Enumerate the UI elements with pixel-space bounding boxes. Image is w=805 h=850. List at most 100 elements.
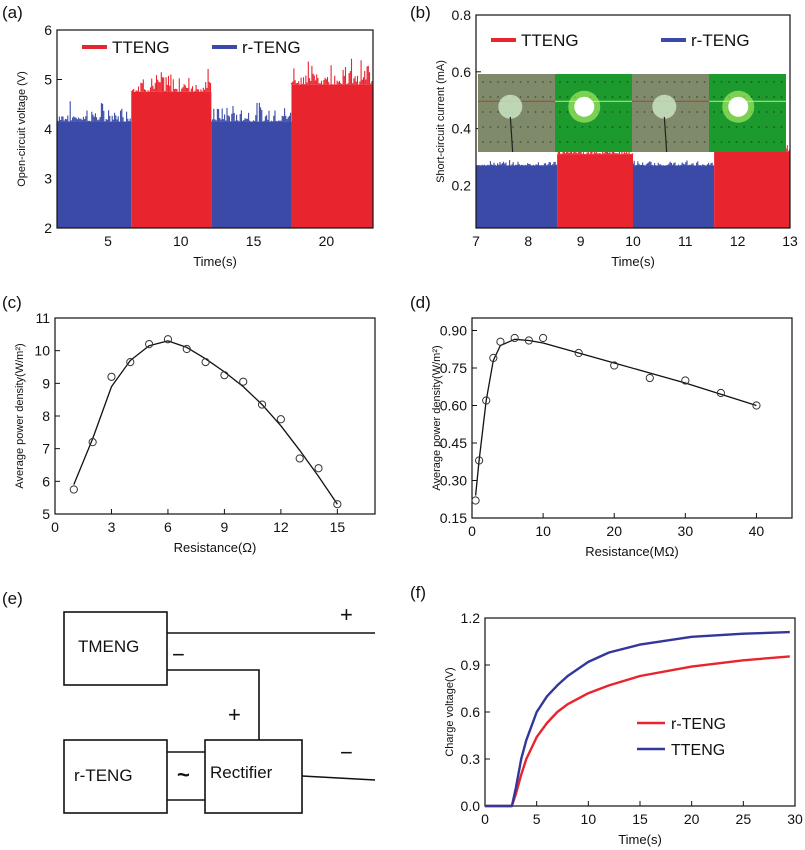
c-ytick-label-3: 8 bbox=[42, 408, 50, 424]
chart-b-short-circuit-current: 7 8 9 10 11 12 13 0.2 0.4 0.6 0.8 Time(s) Short-circ… bbox=[435, 7, 798, 269]
a-segment-2-body bbox=[211, 121, 292, 228]
b-inset-hole-0-4-1 bbox=[489, 141, 492, 143]
b-inset-hole-1-1-1 bbox=[566, 96, 569, 98]
b-inset-hole-2-1-7 bbox=[688, 96, 691, 98]
b-ytick-label-2: 0.6 bbox=[452, 64, 472, 80]
b-inset-hole-0-0-6 bbox=[527, 81, 529, 83]
b-inset-hole-3-4-2 bbox=[728, 141, 730, 143]
b-inset-hole-1-3-7 bbox=[611, 126, 614, 128]
a-segment-0-spikes bbox=[57, 101, 131, 122]
b-xtick-label-4: 11 bbox=[678, 233, 693, 249]
c-point-11 bbox=[276, 415, 285, 424]
b-inset-hole-1-3-4 bbox=[589, 126, 591, 128]
b-inset-hole-1-0-3 bbox=[581, 81, 584, 83]
b-inset-hole-1-0-0 bbox=[559, 81, 561, 83]
b-bars-group bbox=[476, 145, 790, 228]
a-ytick-label-2: 4 bbox=[44, 121, 52, 137]
b-inset-hole-2-0-2 bbox=[651, 81, 653, 83]
b-inset-hole-0-0-0 bbox=[482, 81, 484, 83]
b-inset-hole-0-2-2 bbox=[497, 111, 499, 113]
a-xtick-label-2: 15 bbox=[246, 233, 262, 249]
b-inset-hole-1-3-0 bbox=[559, 126, 561, 128]
a-segment-1-spikes bbox=[130, 69, 212, 92]
b-inset-hole-1-2-7 bbox=[611, 111, 614, 113]
b-xtick-label-0: 7 bbox=[472, 233, 480, 249]
d-ytick-label-4: 0.75 bbox=[440, 360, 467, 376]
b-inset-hole-1-4-8 bbox=[619, 141, 621, 143]
a-ytick-label-1: 3 bbox=[44, 171, 52, 187]
b-inset-hole-2-3-9 bbox=[703, 126, 706, 128]
b-inset-hole-0-0-3 bbox=[504, 81, 507, 83]
d-point-8 bbox=[574, 348, 583, 358]
circuit-labels: TMENG r-TENG Rectifier ~ + − + − bbox=[74, 602, 353, 787]
plus-sign-middle: + bbox=[228, 702, 241, 727]
circuit-diagram bbox=[63, 611, 376, 814]
f-legend-label-1: TTENG bbox=[671, 742, 725, 759]
b-inset-hole-1-4-3 bbox=[581, 141, 584, 143]
b-inset-hole-3-3-3 bbox=[735, 126, 738, 128]
b-inset-hole-3-0-3 bbox=[735, 81, 738, 83]
b-inset-hole-3-3-7 bbox=[765, 126, 768, 128]
b-inset-hole-0-3-1 bbox=[489, 126, 492, 128]
f-xtick-label-0: 0 bbox=[481, 811, 489, 827]
b-segment-0-spikes bbox=[476, 160, 557, 166]
c-plot-frame bbox=[54, 317, 376, 515]
b-inset-hole-2-3-1 bbox=[643, 126, 646, 128]
b-inset-hole-2-2-1 bbox=[643, 111, 646, 113]
b-inset-hole-3-3-2 bbox=[728, 126, 730, 128]
d-ylabel: Average power density(W/m²) bbox=[431, 345, 443, 490]
d-xlabel: Resistance(MΩ) bbox=[585, 544, 679, 559]
c-point-8 bbox=[220, 371, 229, 380]
b-inset-hole-1-0-9 bbox=[626, 81, 629, 83]
b-inset-hole-0-4-9 bbox=[549, 141, 552, 143]
b-inset-hole-3-4-9 bbox=[780, 141, 783, 143]
b-inset-hole-1-1-9 bbox=[626, 96, 629, 98]
b-inset-hole-3-2-8 bbox=[773, 111, 775, 113]
b-inset-hole-2-4-3 bbox=[658, 141, 661, 143]
b-inset-hole-2-3-5 bbox=[673, 126, 676, 128]
d-xtick-label-3: 30 bbox=[678, 523, 694, 539]
b-inset-hole-2-4-5 bbox=[673, 141, 676, 143]
b-segment-1-body bbox=[557, 154, 633, 228]
b-inset-hole-1-4-6 bbox=[604, 141, 606, 143]
rteng-box bbox=[63, 739, 168, 814]
b-inset-hole-3-3-9 bbox=[780, 126, 783, 128]
b-inset-hole-1-0-5 bbox=[596, 81, 599, 83]
a-bars-group bbox=[57, 58, 373, 228]
b-inset-hole-2-4-2 bbox=[651, 141, 653, 143]
d-xtick-label-0: 0 bbox=[468, 523, 476, 539]
b-inset-hole-1-2-6 bbox=[604, 111, 606, 113]
a-ylabel: Open-circuit voltage (V) bbox=[16, 71, 28, 187]
b-inset-hole-3-4-4 bbox=[743, 141, 745, 143]
b-legend-tteng-label: TTENG bbox=[521, 31, 579, 50]
f-legend-label-0: r-TENG bbox=[671, 716, 726, 733]
a-segment-0-body bbox=[57, 121, 132, 228]
b-inset-hole-0-4-3 bbox=[504, 141, 507, 143]
d-plot-frame bbox=[471, 317, 793, 519]
f-ytick-label-1: 0.3 bbox=[461, 751, 481, 767]
b-inset-hole-1-4-2 bbox=[574, 141, 576, 143]
d-point-4 bbox=[496, 337, 505, 346]
c-ytick-label-2: 7 bbox=[42, 441, 50, 457]
d-ytick-label-5: 0.90 bbox=[440, 323, 467, 339]
b-inset-hole-0-1-2 bbox=[497, 96, 499, 98]
c-point-5 bbox=[163, 335, 173, 344]
b-inset-hole-2-1-0 bbox=[636, 96, 638, 98]
b-inset-hole-1-4-4 bbox=[589, 141, 591, 143]
d-ytick-label-2: 0.45 bbox=[440, 435, 467, 451]
d-point-2 bbox=[482, 396, 491, 405]
b-inset-hole-2-4-6 bbox=[681, 141, 683, 143]
c-point-0 bbox=[69, 485, 78, 494]
a-xtick-label-0: 5 bbox=[104, 233, 112, 249]
b-inset-hole-0-1-0 bbox=[482, 96, 484, 98]
b-legend-rteng-label: r-TENG bbox=[691, 31, 750, 50]
panel-b-letter: (b) bbox=[410, 3, 431, 22]
b-inset-hole-3-1-9 bbox=[780, 96, 783, 98]
c-point-4 bbox=[145, 340, 154, 349]
b-inset-hole-0-0-2 bbox=[497, 81, 499, 83]
ac-symbol: ~ bbox=[177, 762, 190, 787]
b-inset-hole-1-0-8 bbox=[619, 81, 621, 83]
c-point-12 bbox=[295, 454, 304, 463]
b-inset-hole-3-3-1 bbox=[720, 126, 723, 128]
